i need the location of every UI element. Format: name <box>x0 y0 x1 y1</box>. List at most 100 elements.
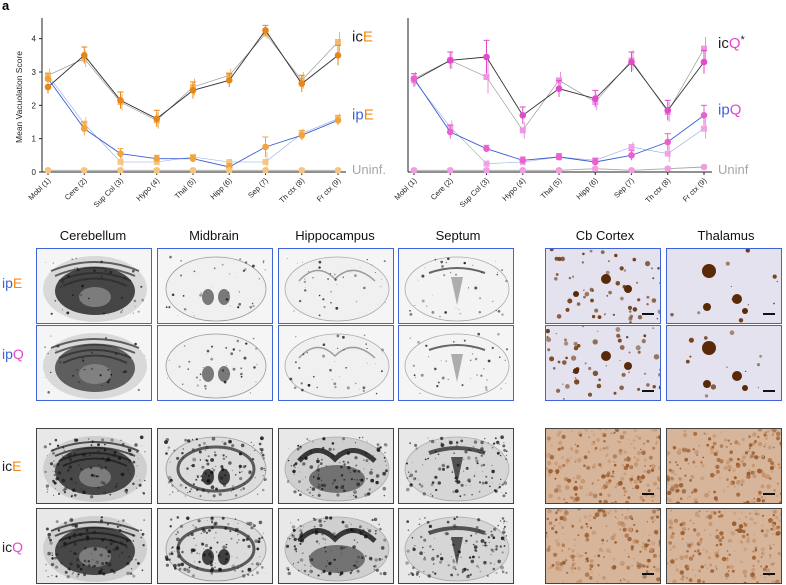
brain-panel-hippocampus-ipE <box>278 248 394 324</box>
data-point <box>446 167 454 174</box>
data-point <box>262 167 269 174</box>
x-tick-label: Cere (2) <box>429 176 455 202</box>
data-point <box>483 145 490 152</box>
histology-image <box>546 509 660 583</box>
title-cerebellum: Cerebellum <box>59 228 127 243</box>
histology-panel-cb-cortex-icQ <box>545 508 661 584</box>
brain-section-image <box>37 429 151 503</box>
data-point <box>664 138 672 146</box>
series-label-prefix: ip <box>718 101 730 118</box>
histology-panel-cb-cortex-ipE <box>545 248 661 324</box>
data-point <box>483 53 490 61</box>
row-label-suffix: E <box>12 458 22 474</box>
series-label-star: * <box>741 34 746 46</box>
brain-section-image <box>37 249 151 323</box>
brain-section-image <box>279 249 393 323</box>
data-point <box>555 153 563 161</box>
histology-panel-cb-cortex-ipQ <box>545 325 661 401</box>
histology-image <box>546 249 660 323</box>
data-point <box>591 165 599 172</box>
scale-bar <box>642 390 654 392</box>
x-tick-label: Fr ctx (9) <box>315 176 343 204</box>
brain-panel-cerebellum-ipE <box>36 248 152 324</box>
data-point <box>225 167 233 174</box>
row-label-suffix: Q <box>12 539 24 555</box>
histology-image <box>667 249 781 323</box>
series-label-prefix: ic <box>352 28 363 45</box>
data-point <box>44 167 52 174</box>
row-label-icE: icE <box>2 458 36 474</box>
brain-section-image <box>399 249 513 323</box>
row-label-icQ: icQ <box>2 539 36 555</box>
vacuolation-chart-e: 0 1 2 3 4 Mean Vacuolation Score Mobl (1) Cere … <box>14 18 386 210</box>
data-point <box>262 143 269 151</box>
row-label-prefix: ic <box>2 458 13 474</box>
data-point <box>591 158 599 166</box>
data-point <box>334 167 342 174</box>
row-label-ipQ: ipQ <box>2 346 36 362</box>
title-septum: Septum <box>435 228 481 243</box>
data-point <box>298 167 306 174</box>
data-point <box>44 83 52 91</box>
scale-bar <box>763 573 775 575</box>
x-tick-label: Hipp (6) <box>208 176 234 202</box>
brain-section-image <box>279 326 393 400</box>
data-point <box>225 77 233 84</box>
data-point-square <box>483 74 490 80</box>
series-label-prefix: ic <box>718 35 729 52</box>
data-point <box>262 27 269 34</box>
series-label: Uninf. <box>352 162 386 177</box>
data-point <box>519 112 527 119</box>
series-line <box>47 29 339 120</box>
series-line-secondary <box>47 33 339 121</box>
data-point <box>80 52 88 59</box>
brain-section-image <box>158 326 272 400</box>
data-point-square <box>262 159 269 165</box>
brain-panel-midbrain-ipQ <box>157 325 273 401</box>
brain-panel-septum-icQ <box>398 508 514 584</box>
brain-section-image <box>399 509 513 583</box>
data-point <box>189 155 197 162</box>
data-point <box>44 75 52 82</box>
data-point <box>664 165 672 172</box>
series-label: ipQ <box>718 101 741 118</box>
histology-image <box>667 429 781 503</box>
panel-letter: a <box>2 0 10 13</box>
data-point <box>700 112 708 119</box>
data-point <box>117 150 124 157</box>
row-label-suffix: E <box>12 275 23 291</box>
data-point <box>189 87 197 94</box>
brain-panel-hippocampus-icE <box>278 428 394 504</box>
brain-panel-septum-icE <box>398 428 514 504</box>
row-label-prefix: ic <box>2 539 13 555</box>
histology-image <box>667 326 781 400</box>
series-label-prefix: ip <box>352 106 364 123</box>
brain-section-image <box>279 509 393 583</box>
brain-section-image <box>279 429 393 503</box>
scale-bar <box>763 313 775 315</box>
histology-image <box>667 509 781 583</box>
y-tick-label: 1 <box>32 135 37 144</box>
title-cb-cortex: Cb Cortex <box>575 228 635 243</box>
data-point <box>700 163 708 171</box>
data-point-square <box>701 45 707 52</box>
histology-panel-thalamus-ipQ <box>666 325 782 401</box>
data-point <box>153 167 161 174</box>
x-tick-label: Sup Col (3) <box>92 176 126 210</box>
data-point <box>117 97 124 104</box>
histology-panel-thalamus-icQ <box>666 508 782 584</box>
x-tick-label: Fr ctx (9) <box>681 176 709 204</box>
row-label-prefix: ip <box>2 346 13 362</box>
scale-bar <box>642 313 654 315</box>
brain-section-image <box>399 429 513 503</box>
x-tick-label: Mobl (1) <box>27 176 53 202</box>
data-point <box>80 167 88 174</box>
scale-bar <box>642 573 654 575</box>
x-tick-label: Mobl (1) <box>393 176 419 202</box>
y-axis-title: Mean Vacuolation Score <box>14 51 24 143</box>
series-label-suffix: Q <box>730 101 742 118</box>
x-tick-label: Th ctx (8) <box>277 176 306 205</box>
x-tick-label: Thal (5) <box>173 176 198 201</box>
y-tick-label: 2 <box>32 101 37 110</box>
series-label-suffix: Q <box>729 35 741 52</box>
